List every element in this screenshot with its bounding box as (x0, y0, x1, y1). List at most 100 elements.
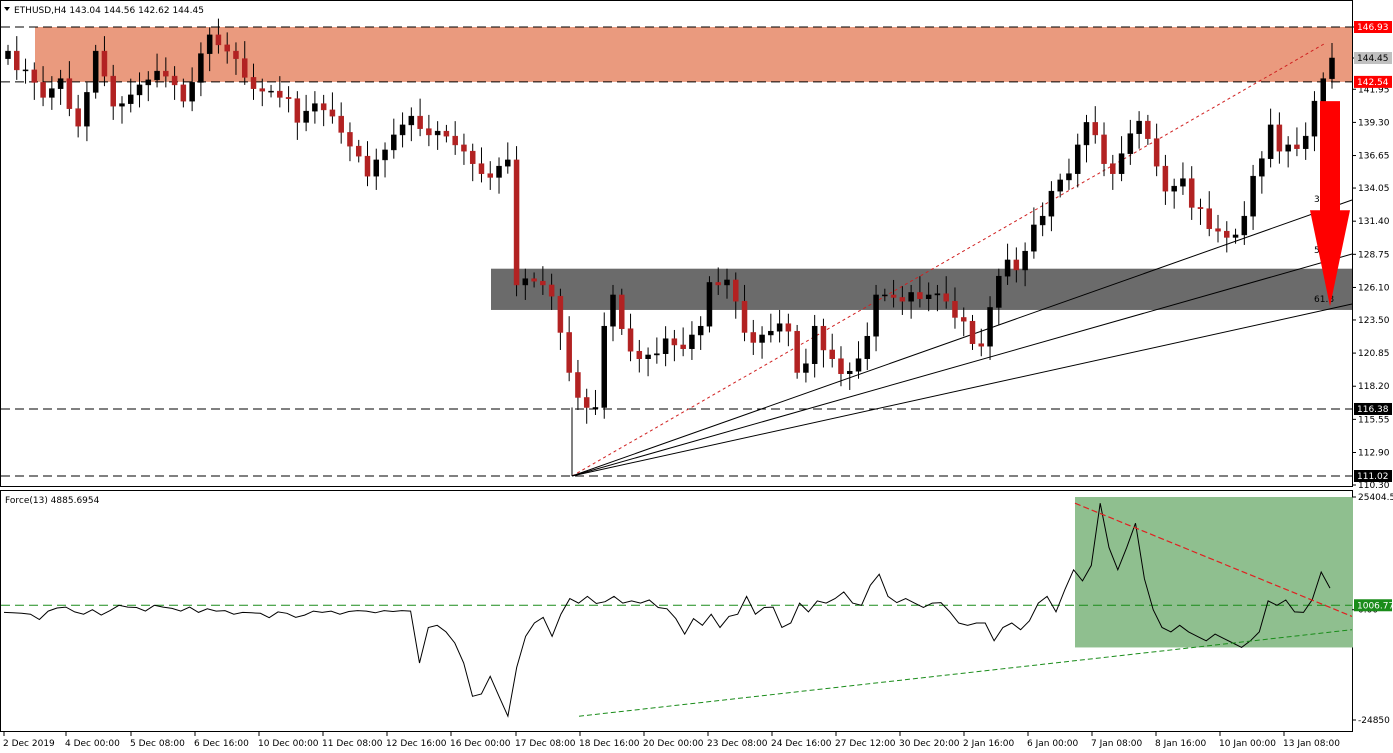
candle-body (671, 338, 678, 346)
candle-body (1259, 158, 1265, 177)
candle-body (1039, 215, 1046, 226)
candle-body (1022, 250, 1028, 271)
price-tick-label: 110.30 (1358, 481, 1390, 491)
force-highlight-box (1075, 497, 1353, 648)
candle-body (785, 323, 792, 332)
fib-fan-line-50 (571, 253, 1353, 477)
candle-body (189, 82, 195, 102)
candle-body (364, 155, 371, 177)
candle-body (969, 320, 976, 344)
candle-body (1171, 185, 1177, 192)
candle-body (136, 84, 143, 96)
force-level-tag (1354, 599, 1392, 612)
candle-body (382, 149, 388, 161)
time-axis: 2 Dec 2019 4 Dec 00:00 5 Dec 08:00 6 Dec 16… (3, 732, 1340, 749)
candle-body (627, 328, 634, 352)
candle-body (531, 278, 537, 282)
candle-body (391, 134, 397, 151)
candle-body (154, 70, 160, 81)
candle-body (1285, 144, 1291, 152)
candle-body (355, 145, 362, 157)
candle-body (925, 294, 932, 299)
time-tick-label: 24 Dec 16:00 (771, 739, 832, 749)
candle-body (101, 50, 108, 77)
time-tick-label: 23 Dec 08:00 (707, 739, 768, 749)
candle-body (1074, 144, 1081, 174)
candle-body (592, 407, 599, 409)
candle-body (513, 159, 520, 286)
candle-body (1092, 122, 1099, 136)
force-resistance-trendline (1074, 502, 1353, 617)
fib-label: 3 (1314, 195, 1320, 205)
candle-body (759, 334, 765, 343)
fib-fan-line-61 (571, 303, 1353, 477)
price-tick-label: 136.65 (1358, 152, 1390, 162)
candle-body (1127, 133, 1134, 154)
candle-body (1329, 57, 1335, 79)
candle-body (548, 284, 555, 297)
candle-body (829, 349, 835, 359)
candle-body (347, 132, 353, 147)
candle-body (1188, 178, 1195, 208)
resistance-zone (35, 27, 1352, 82)
candle-body (1057, 179, 1063, 192)
candle-body (49, 88, 55, 98)
candle-body (776, 323, 783, 332)
candle-body (1302, 135, 1309, 149)
candle-body (1031, 224, 1037, 252)
candle-body (128, 94, 134, 104)
candles-layer (5, 18, 1335, 476)
time-tick-label: 20 Dec 00:00 (643, 739, 704, 749)
price-level-tag-label: 116.38 (1357, 405, 1389, 415)
candle-body (1250, 175, 1256, 217)
candle-body (654, 353, 660, 356)
candle-body (1294, 144, 1300, 149)
main-chart-title: ETHUSD,H4 143.04 144.56 142.62 144.45 (14, 6, 204, 16)
candle-body (899, 297, 906, 302)
candle-body (5, 50, 11, 59)
candle-body (408, 115, 415, 126)
time-tick-label: 8 Jan 16:00 (1155, 739, 1207, 749)
candle-body (996, 275, 1002, 308)
candle-body (312, 103, 318, 112)
price-tick-label: 139.30 (1358, 118, 1390, 128)
force-support-trendline (578, 629, 1353, 717)
candle-body (715, 282, 721, 286)
candle-body (601, 325, 607, 408)
candle-body (119, 103, 125, 107)
candle-body (487, 173, 494, 178)
candle-body (110, 75, 116, 107)
candle-body (1004, 259, 1011, 277)
candle-body (583, 397, 590, 408)
candle-body (145, 79, 152, 86)
candle-body (1180, 178, 1186, 187)
candle-body (206, 34, 213, 54)
candle-body (329, 109, 336, 117)
candle-body (1066, 173, 1072, 181)
candle-body (31, 69, 38, 83)
bearish-arrow-layer (1310, 101, 1350, 307)
candle-body (811, 325, 818, 364)
candle-body (1136, 120, 1142, 134)
price-tick-label: 118.20 (1358, 382, 1390, 392)
trend-line-dotted (571, 43, 1325, 477)
candle-body (557, 295, 564, 333)
candle-body (40, 82, 46, 98)
price-level-tag (1354, 75, 1392, 88)
candle-body (987, 307, 993, 347)
force-indicator-title: Force(13) 4885.6954 (5, 496, 100, 506)
collapse-triangle-icon[interactable] (4, 7, 10, 11)
candle-body (215, 34, 222, 46)
time-tick-label: 2 Dec 2019 (3, 739, 55, 749)
levels-layer (1, 26, 1352, 477)
candle-body (452, 135, 458, 146)
candle-body (706, 282, 713, 327)
candle-body (180, 84, 187, 102)
candle-body (1206, 208, 1212, 229)
candle-body (1241, 215, 1248, 236)
price-tick-label: 120.85 (1358, 349, 1390, 359)
price-tick-label: 115.55 (1358, 415, 1390, 425)
candle-body (1320, 78, 1326, 102)
time-tick-label: 27 Dec 12:00 (835, 739, 896, 749)
candle-body (645, 354, 651, 359)
